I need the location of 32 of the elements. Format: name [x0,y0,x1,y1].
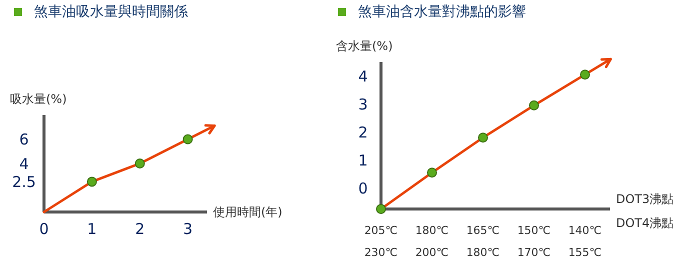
point [478,132,488,143]
x-tick-label: 3 [183,220,193,238]
y-axis-title: 吸水量(%) [10,92,67,106]
y-tick-label: 2 [358,123,368,142]
y-tick-label: 1 [358,151,368,170]
y-tick-label: 6 [19,130,29,148]
x-axis-title: 使用時間(年) [213,205,282,219]
point [580,70,590,80]
point [376,204,386,214]
y-tick-label: 2.5 [12,172,36,191]
chart-title: 煞車油含水量對沸點的影響 [358,4,526,20]
y-tick-label: 4 [19,154,29,173]
text: DOT4沸點 [616,216,674,230]
y-tick-label: 3 [358,95,368,114]
y-axis-title: 含水量(%) [336,39,393,53]
x-tick-label: 165℃ 180℃ [466,224,500,259]
point [86,176,97,187]
x-tick-label: 0 [39,220,49,238]
x-tick-label: 140℃ 155℃ [568,224,602,259]
y-tick-label: 0 [358,179,368,198]
x-tick-label: 205℃ 230℃ [364,224,398,259]
point [134,158,145,168]
x-tick-label: 2 [135,220,145,238]
chart-title: 煞車油吸水量與時間關係 [34,4,188,20]
x-tick-label: 180℃ 200℃ [415,224,449,259]
x-axis-title: DOT3沸點 [616,192,674,206]
point [529,100,539,110]
x-tick-label: 150℃ 170℃ [517,224,551,259]
y-tick-label: 4 [358,67,368,86]
x-tick-label: 1 [87,220,97,238]
point [182,134,193,144]
point [427,168,437,178]
